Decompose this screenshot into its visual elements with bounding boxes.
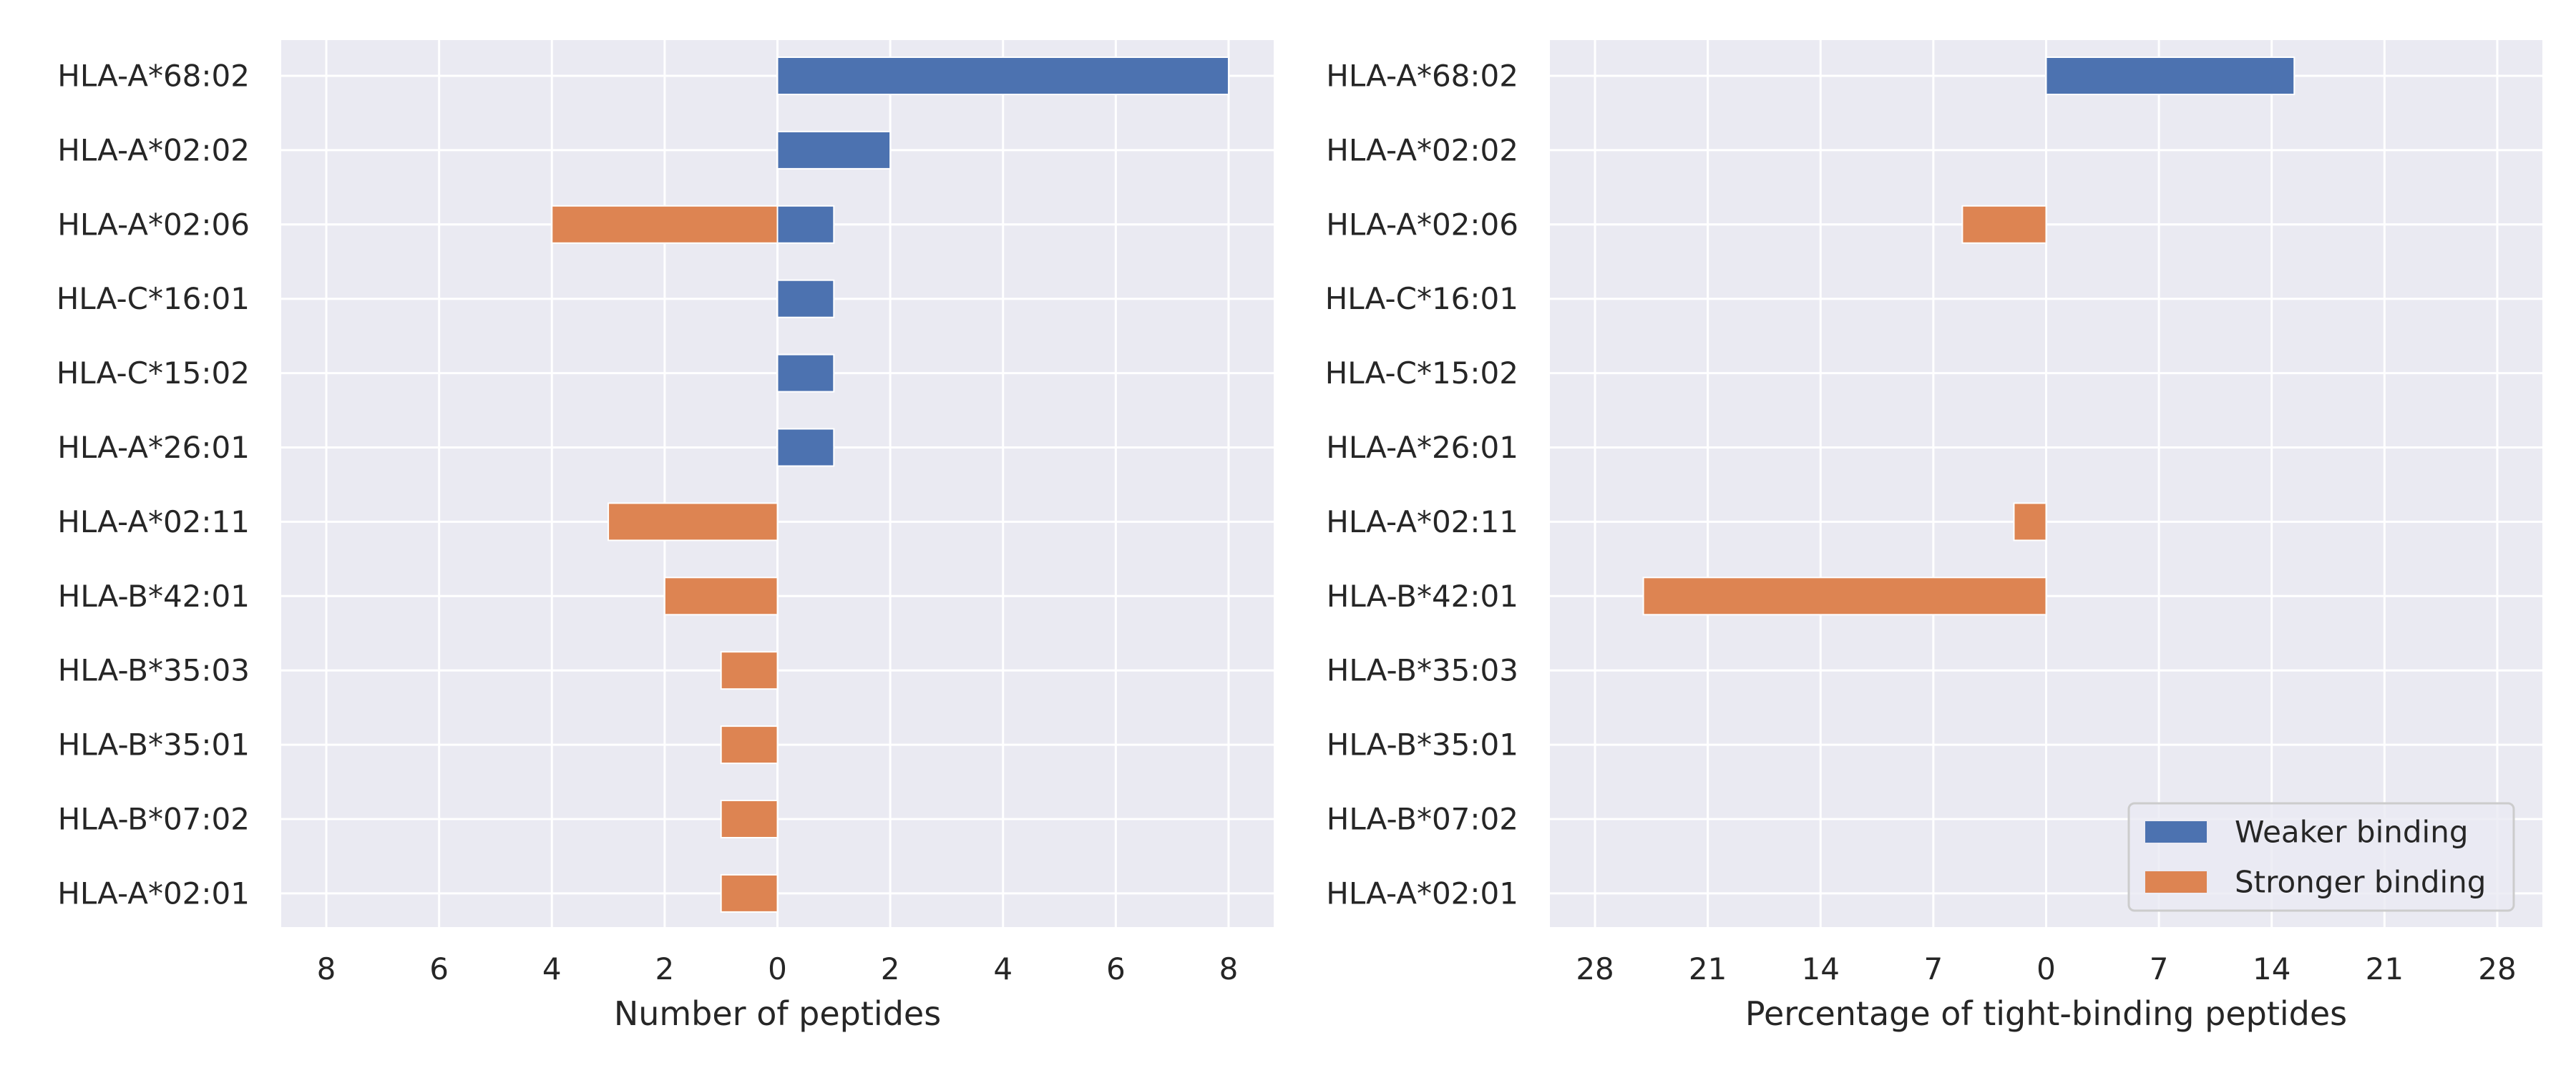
x-tick-label: 7 [2150, 951, 2169, 986]
stronger-binding-bar [720, 651, 779, 690]
y-tick-label: HLA-A*02:01 [57, 876, 250, 911]
weaker-binding-bar [776, 279, 835, 318]
legend-swatch-stronger [2145, 871, 2207, 893]
legend-swatch-weaker [2145, 821, 2207, 843]
x-tick-label: 28 [1576, 951, 1614, 986]
stronger-binding-bar [720, 800, 779, 838]
y-tick-label: HLA-B*07:02 [58, 802, 250, 837]
x-tick-label: 4 [542, 951, 562, 986]
y-tick-label: HLA-B*42:01 [58, 579, 250, 614]
y-tick-label: HLA-C*16:01 [57, 281, 250, 316]
chart-panel-1: HLA-A*68:02 HLA-A*02:02 HLA-A*02:06 HLA-C*1… [57, 40, 1274, 1033]
y-tick-label: HLA-B*35:01 [1327, 727, 1518, 763]
x-tick-label: 6 [1106, 951, 1126, 986]
legend-label: Weaker binding [2235, 815, 2468, 850]
stronger-binding-bar [2013, 502, 2047, 542]
x-axis-label: Percentage of tight-binding peptides [1745, 994, 2347, 1033]
weaker-binding-bar [776, 130, 892, 170]
y-tick-label: HLA-A*02:02 [1326, 132, 1518, 167]
x-tick-label: 14 [2253, 951, 2290, 986]
x-tick-label: 14 [1802, 951, 1840, 986]
x-tick-label: 0 [2036, 951, 2056, 986]
y-tick-label: HLA-C*16:01 [1325, 281, 1518, 316]
y-tick-label: HLA-A*68:02 [57, 59, 250, 94]
y-tick-label: HLA-B*07:02 [1327, 802, 1518, 837]
x-tick-label: 8 [1219, 951, 1239, 986]
stronger-binding-bar [551, 205, 779, 244]
y-tick-label: HLA-B*42:01 [1327, 579, 1518, 614]
x-axis-label: Number of peptides [614, 994, 941, 1033]
y-tick-label: HLA-B*35:01 [58, 727, 250, 763]
y-tick-label: HLA-A*26:01 [57, 430, 250, 465]
weaker-binding-bar [776, 428, 835, 467]
y-tick-label: HLA-C*15:02 [1325, 356, 1518, 391]
y-tick-label: HLA-C*15:02 [57, 356, 250, 391]
y-tick-label: HLA-A*26:01 [1326, 430, 1518, 465]
x-tick-label: 2 [881, 951, 900, 986]
weaker-binding-bar [2045, 57, 2296, 95]
weaker-binding-bar [776, 57, 1229, 95]
y-tick-label: HLA-A*02:02 [57, 132, 250, 167]
y-tick-label: HLA-A*02:06 [57, 207, 250, 242]
y-tick-label: HLA-A*02:11 [1326, 504, 1518, 539]
x-tick-label: 28 [2478, 951, 2516, 986]
stronger-binding-bar [608, 502, 779, 542]
x-tick-label: 7 [1924, 951, 1943, 986]
x-tick-label: 21 [1689, 951, 1727, 986]
y-tick-label: HLA-A*02:06 [1326, 207, 1518, 242]
weaker-binding-bar [776, 205, 835, 244]
x-tick-label: 8 [317, 951, 336, 986]
x-tick-label: 4 [993, 951, 1013, 986]
legend-box [2127, 802, 2515, 912]
x-tick-label: 2 [655, 951, 675, 986]
legend: Weaker binding Stronger binding [2127, 802, 2515, 912]
x-tick-label: 6 [429, 951, 449, 986]
x-tick-label: 0 [768, 951, 787, 986]
x-tick-label: 21 [2366, 951, 2404, 986]
stronger-binding-bar [720, 725, 779, 765]
y-tick-label: HLA-A*02:11 [57, 504, 250, 539]
stronger-binding-bar [1642, 577, 2047, 616]
y-tick-label: HLA-B*35:03 [1327, 653, 1518, 688]
stronger-binding-bar [720, 873, 779, 913]
legend-label: Stronger binding [2235, 865, 2486, 900]
stronger-binding-bar [663, 577, 779, 616]
weaker-binding-bar [776, 353, 835, 393]
y-tick-label: HLA-B*35:03 [58, 653, 250, 688]
y-tick-label: HLA-A*68:02 [1326, 59, 1518, 94]
stronger-binding-bar [1961, 205, 2047, 244]
y-tick-label: HLA-A*02:01 [1326, 876, 1518, 911]
chart-panel-2: HLA-A*68:02 HLA-A*02:02 HLA-A*02:06 HLA-C*1… [1325, 40, 2542, 1033]
